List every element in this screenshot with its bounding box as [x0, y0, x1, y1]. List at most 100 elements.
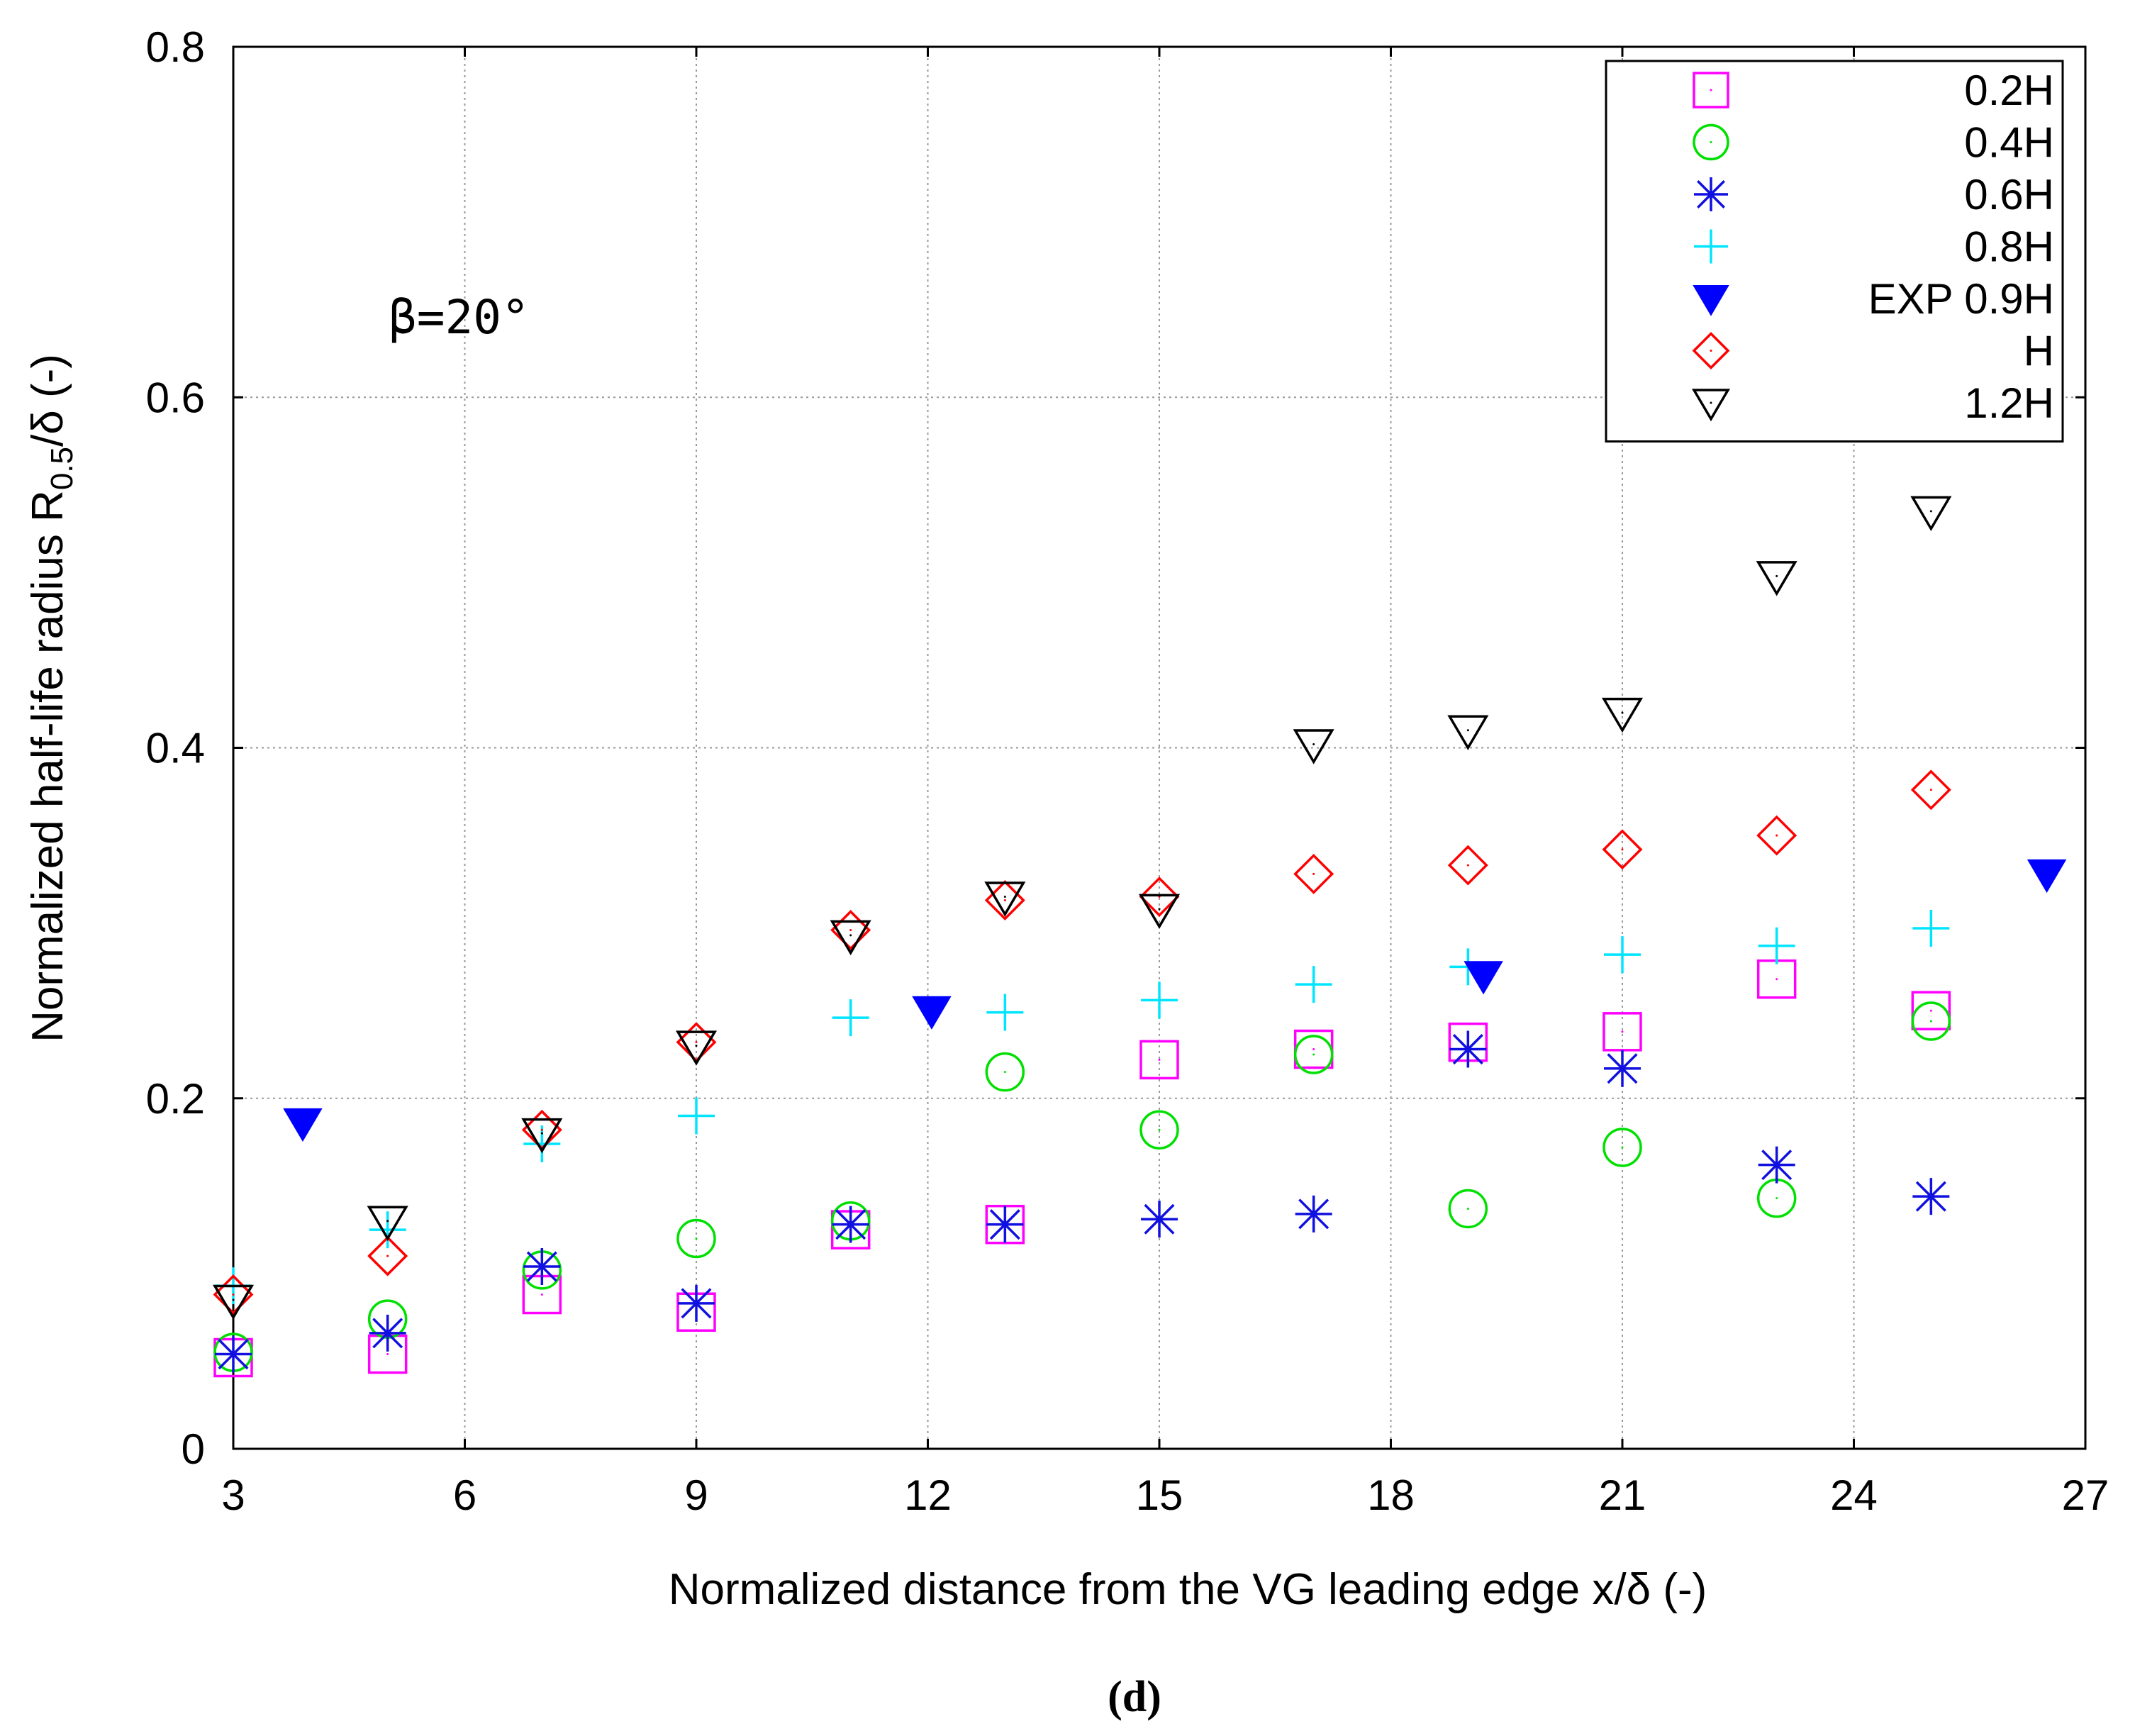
data-point: [369, 1314, 406, 1352]
data-point: [1604, 1050, 1641, 1087]
data-point: [523, 1247, 561, 1285]
data-point: [830, 920, 871, 956]
legend-label: 0.4H: [1964, 119, 2054, 167]
beta-annotation: β=20°: [389, 290, 530, 345]
data-point: [1602, 829, 1643, 870]
data-point: [1449, 1030, 1487, 1068]
data-point: [1911, 1001, 1951, 1041]
legend-marker: [1691, 389, 1731, 422]
data-point: [984, 881, 1026, 917]
data-point: [1447, 715, 1489, 750]
legend-marker: [1694, 229, 1728, 264]
y-tick-label: 0.8: [146, 23, 205, 71]
x-tick-label: 27: [2062, 1471, 2109, 1519]
data-point: [212, 1284, 255, 1320]
x-axis-title: Normalized distance from the VG leading …: [669, 1565, 1707, 1614]
x-tick-label: 18: [1367, 1471, 1415, 1519]
data-point: [523, 1125, 561, 1162]
series-0-4h: [213, 1001, 1951, 1372]
data-point: [986, 1206, 1024, 1243]
legend-marker: [1694, 177, 1728, 211]
data-point: [985, 1052, 1025, 1092]
series-0-2h: [213, 959, 1951, 1378]
series-h: [213, 769, 1951, 1315]
data-point: [678, 1284, 715, 1322]
data-point: [1138, 894, 1181, 930]
y-axis-title-tail: /δ (-): [23, 354, 72, 447]
y-tick-label: 0.2: [146, 1075, 205, 1123]
axis-ticks: 3 6 9 12 15 18 21 24 27 0 0.2 0.4 0.6 0.8: [146, 23, 2109, 1519]
legend-label: 1.2H: [1964, 379, 2054, 427]
y-tick-label: 0: [182, 1425, 205, 1473]
series-exp-0-9h: [283, 859, 2067, 1142]
data-point: [213, 1274, 254, 1315]
x-tick-label: 3: [221, 1471, 245, 1519]
data-points: [212, 496, 2067, 1378]
data-point: [1295, 966, 1332, 1003]
data-point: [369, 1211, 406, 1249]
legend-entry: 1.2H: [1691, 379, 2054, 427]
data-point: [1911, 991, 1951, 1030]
y-axis-title-main: Normalized half-life radius R: [23, 490, 72, 1042]
series-0-6h: [215, 1030, 1950, 1373]
data-point: [1464, 961, 1503, 995]
x-tick-label: 12: [904, 1471, 952, 1519]
y-tick-label: 0.6: [146, 374, 205, 421]
data-point: [1910, 496, 1952, 532]
data-point: [832, 1206, 869, 1243]
data-point: [676, 1218, 716, 1259]
data-point: [367, 1206, 408, 1241]
data-point: [283, 1108, 323, 1142]
data-point: [1447, 845, 1488, 886]
legend-marker: [1693, 285, 1729, 316]
x-tick-label: 9: [684, 1471, 708, 1519]
data-point: [215, 1335, 252, 1373]
y-axis-title-subscript: 0.5: [45, 447, 79, 490]
legend-label: 0.8H: [1964, 223, 2054, 271]
x-tick-label: 6: [453, 1471, 476, 1519]
x-tick-label: 15: [1136, 1471, 1183, 1519]
data-point: [2027, 859, 2067, 894]
data-point: [676, 1022, 717, 1063]
data-point: [675, 1030, 718, 1066]
data-point: [1756, 815, 1797, 856]
series-1-2h: [212, 496, 1952, 1320]
data-point: [1141, 1201, 1178, 1238]
legend-label: 0.2H: [1964, 67, 2054, 114]
data-point: [1912, 1178, 1950, 1215]
data-point: [1141, 981, 1178, 1019]
data-point: [1756, 1178, 1797, 1218]
data-point: [986, 994, 1024, 1031]
data-point: [1912, 910, 1950, 947]
data-point: [1756, 959, 1797, 999]
legend-entry: 0.6H: [1694, 171, 2054, 218]
legend-box: [1605, 60, 2064, 443]
series-0-8h: [215, 910, 1950, 1305]
data-point: [1139, 1110, 1179, 1150]
data-point: [367, 1235, 408, 1276]
legend-entry: EXP 0.9H: [1693, 275, 2054, 323]
legend-label: 0.6H: [1964, 171, 2054, 218]
data-point: [1758, 927, 1795, 964]
legend-label: H: [2024, 328, 2054, 375]
data-point: [1910, 769, 1951, 811]
data-point: [832, 999, 869, 1037]
y-axis-title: Normalized half-life radius R0.5/δ (-): [23, 354, 79, 1042]
data-point: [678, 1097, 715, 1135]
data-point: [1139, 1040, 1179, 1080]
legend-marker: [1693, 123, 1729, 161]
x-tick-label: 21: [1599, 1471, 1646, 1519]
data-point: [1756, 561, 1797, 596]
legend-entry: 0.4H: [1693, 119, 2054, 167]
data-point: [1604, 936, 1641, 974]
legend-label: EXP 0.9H: [1868, 275, 2054, 323]
figure-caption: (d): [1108, 1673, 1161, 1721]
y-tick-label: 0.4: [146, 725, 205, 772]
data-point: [1758, 1146, 1795, 1184]
legend-marker: [1692, 332, 1730, 369]
x-tick-label: 24: [1830, 1471, 1878, 1519]
data-point: [1293, 729, 1334, 764]
data-point: [1293, 1035, 1334, 1074]
